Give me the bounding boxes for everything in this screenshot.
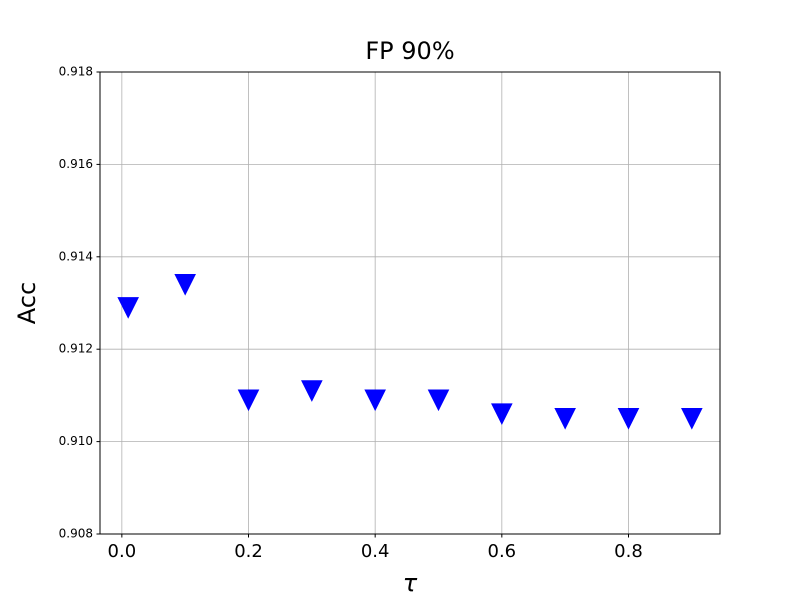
- x-tick-label: 0.8: [614, 541, 643, 562]
- point: [364, 389, 386, 412]
- x-tick-label: 0.6: [488, 541, 517, 562]
- point: [174, 274, 196, 296]
- point: [117, 297, 139, 319]
- x-tick-label: 0.4: [361, 541, 390, 562]
- y-tick-label: 0.910: [59, 434, 93, 448]
- y-axis-label: Acc: [13, 282, 41, 324]
- x-axis-label: τ: [403, 569, 418, 597]
- y-tick-label: 0.918: [59, 65, 93, 79]
- x-tick-label: 0.2: [234, 541, 263, 562]
- point: [554, 408, 576, 430]
- y-tick-label: 0.914: [59, 249, 93, 263]
- point: [427, 389, 450, 412]
- point: [301, 380, 323, 402]
- point: [491, 403, 513, 425]
- plot-frame: [99, 71, 721, 535]
- point: [681, 408, 703, 430]
- y-tick-label: 0.908: [59, 527, 93, 541]
- point: [617, 408, 640, 430]
- point: [237, 389, 260, 412]
- chart-title: FP 90%: [365, 37, 454, 65]
- y-tick-label: 0.912: [59, 342, 93, 356]
- y-tick-label: 0.916: [59, 157, 93, 171]
- x-tick-label: 0.0: [108, 541, 137, 562]
